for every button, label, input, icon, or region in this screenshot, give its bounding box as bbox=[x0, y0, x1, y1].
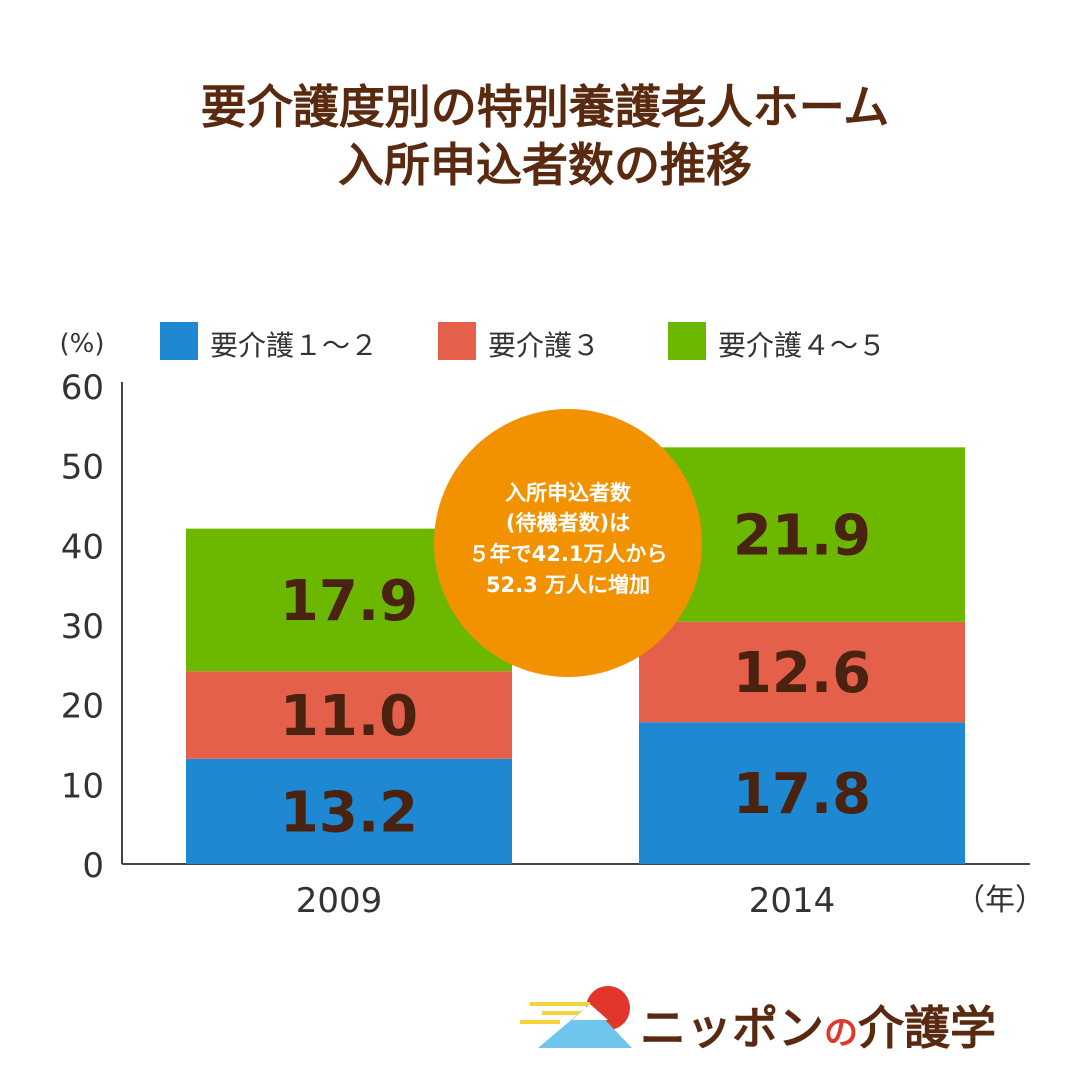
y-tick-label: 0 bbox=[82, 846, 104, 886]
legend-label: 要介護３ bbox=[488, 329, 600, 362]
annotation-text: ５年で42.1万人から bbox=[469, 542, 668, 566]
legend-swatch bbox=[668, 322, 706, 360]
logo-wordmark: ニッポンの介護学 bbox=[640, 992, 996, 1058]
x-tick-label: 2014 bbox=[749, 881, 836, 921]
legend-swatch bbox=[438, 322, 476, 360]
y-tick-label: 20 bbox=[61, 687, 104, 727]
data-label: 12.6 bbox=[733, 641, 871, 706]
data-label: 21.9 bbox=[733, 504, 871, 569]
y-tick-label: 10 bbox=[61, 766, 104, 806]
title-line-2: 入所申込者数の推移 bbox=[338, 138, 752, 192]
y-tick-label: 60 bbox=[61, 368, 104, 408]
y-axis-unit: (%) bbox=[60, 329, 105, 359]
y-tick-label: 40 bbox=[61, 527, 104, 567]
y-tick-label: 30 bbox=[61, 607, 104, 647]
logo-text-2: の bbox=[824, 1013, 858, 1053]
bar-segment bbox=[186, 758, 512, 864]
logo-text-1: ニッポン bbox=[640, 1001, 824, 1055]
y-tick-label: 50 bbox=[61, 448, 104, 488]
legend-label: 要介護４～５ bbox=[718, 329, 886, 362]
annotation-text: 52.3 万人に増加 bbox=[486, 573, 650, 597]
annotation-circle bbox=[434, 409, 702, 677]
stacked-bar-chart: 0 10 20 30 40 50 60 (%) 要介護１～２ 要介護３ 要介護４～５ 13.2 11.0… bbox=[60, 322, 1045, 921]
data-label: 17.9 bbox=[280, 569, 418, 634]
data-label: 11.0 bbox=[280, 684, 418, 749]
bar-segment bbox=[639, 621, 965, 723]
logo-mountain-icon bbox=[520, 986, 632, 1048]
legend-label: 要介護１～２ bbox=[210, 329, 378, 362]
bar-segment bbox=[639, 722, 965, 864]
title-line-1: 要介護度別の特別養護老人ホーム bbox=[200, 80, 890, 134]
legend-swatch bbox=[160, 322, 198, 360]
chart-title: 要介護度別の特別養護老人ホーム 入所申込者数の推移 bbox=[0, 78, 1090, 194]
annotation-text: 入所申込者数 bbox=[505, 481, 632, 505]
data-label: 17.8 bbox=[733, 762, 871, 827]
data-label: 13.2 bbox=[280, 780, 418, 845]
logo-text-3: 介護学 bbox=[858, 1001, 996, 1055]
annotation-text: (待機者数)は bbox=[506, 511, 630, 535]
x-axis-unit: （年） bbox=[955, 883, 1045, 918]
x-tick-label: 2009 bbox=[296, 881, 383, 921]
bar-segment bbox=[186, 671, 512, 759]
